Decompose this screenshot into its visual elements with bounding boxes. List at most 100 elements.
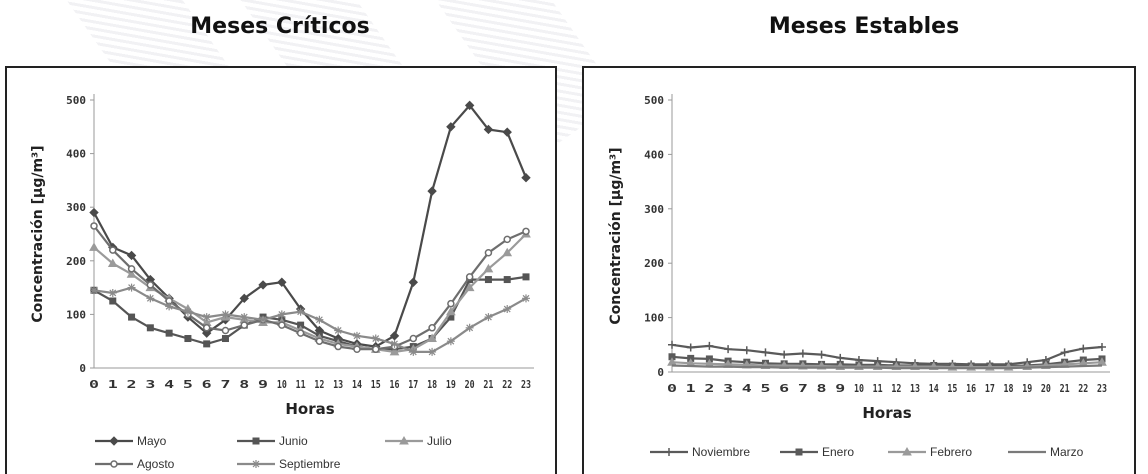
x-tick-label: 6 <box>202 378 213 391</box>
x-tick-label: 2 <box>704 382 714 395</box>
data-point-agosto <box>278 321 286 329</box>
x-tick-label: 18 <box>427 378 437 391</box>
x-tick-label: 1 <box>686 382 697 395</box>
data-point-noviembre <box>761 348 770 357</box>
data-point-noviembre <box>1098 342 1106 351</box>
data-point-noviembre <box>817 350 826 359</box>
data-point-junio <box>221 335 229 343</box>
data-point-junio <box>128 313 136 321</box>
x-tick-label: 16 <box>966 382 976 395</box>
data-point-julio <box>126 269 137 278</box>
x-tick-label: 22 <box>502 378 512 391</box>
legend-marker-junio <box>252 437 260 445</box>
data-point-julio <box>483 263 494 273</box>
data-point-mayo <box>464 100 475 111</box>
data-point-junio <box>503 276 511 284</box>
x-tick-label: 16 <box>390 378 400 391</box>
data-point-julio <box>446 306 456 316</box>
series-line-julio <box>93 233 527 353</box>
data-point-mayo <box>277 277 287 287</box>
data-point-junio <box>203 340 211 348</box>
data-point-agosto <box>109 246 117 254</box>
legend-label-agosto: Agosto <box>137 457 175 471</box>
y-tick-label: 500 <box>644 94 664 107</box>
chart-panel-critical: 0 100 200 300 400 500 0 1 2 3 4 5 6 7 8 9 10 11 12 13 14 15 16… <box>5 66 557 474</box>
legend-label-julio: Julio <box>427 434 452 448</box>
data-point-mayo <box>483 124 494 135</box>
data-point-junio <box>184 335 192 343</box>
data-point-septiembre <box>315 315 324 324</box>
data-point-agosto <box>353 345 361 353</box>
series-line-marzo <box>671 364 1103 370</box>
data-point-noviembre <box>780 350 789 359</box>
x-tick-label: 7 <box>798 382 808 395</box>
data-point-noviembre <box>742 346 751 355</box>
x-tick-label: 21 <box>483 378 493 391</box>
legend-label-marzo: Marzo <box>1050 445 1084 459</box>
x-tick-label: 12 <box>314 378 324 391</box>
data-point-agosto <box>465 273 474 281</box>
data-point-septiembre <box>352 331 361 340</box>
data-point-mayo <box>389 331 400 341</box>
x-tick-label: 4 <box>742 382 753 395</box>
legend-label-junio: Junio <box>279 434 308 448</box>
data-point-mayo <box>201 328 212 338</box>
data-point-septiembre <box>428 347 437 356</box>
x-tick-label: 23 <box>1097 382 1107 395</box>
data-point-julio <box>89 242 99 251</box>
data-point-julio <box>464 282 475 292</box>
x-tick-label: 0 <box>89 378 99 391</box>
x-axis-title: Horas <box>862 404 911 422</box>
x-tick-label: 18 <box>1004 382 1014 395</box>
data-point-mayo <box>239 293 249 304</box>
legend-label-enero: Enero <box>822 445 854 459</box>
legend-label-febrero: Febrero <box>930 445 972 459</box>
legend-marker-enero <box>795 448 803 456</box>
legend-marker-febrero <box>902 446 912 456</box>
x-tick-label: 20 <box>465 378 475 391</box>
data-point-agosto <box>428 324 436 332</box>
data-point-julio <box>389 346 400 356</box>
data-point-mayo <box>258 280 268 290</box>
x-tick-label: 8 <box>817 382 827 395</box>
x-tick-label: 15 <box>947 382 957 395</box>
data-point-septiembre <box>296 307 305 316</box>
legend-label-septiembre: Septiembre <box>279 457 341 471</box>
y-axis-title: Concentración [µg/m³] <box>608 147 624 324</box>
y-tick-label: 0 <box>657 366 664 379</box>
y-tick-label: 0 <box>79 362 86 375</box>
data-point-agosto <box>522 227 530 236</box>
data-point-febrero <box>1097 357 1107 366</box>
x-tick-label: 21 <box>1060 382 1070 395</box>
x-tick-label: 4 <box>164 378 175 391</box>
data-point-agosto <box>503 235 511 244</box>
y-tick-label: 300 <box>66 201 86 214</box>
data-point-agosto <box>221 326 230 335</box>
data-point-noviembre <box>705 341 714 350</box>
x-tick-label: 1 <box>108 378 119 391</box>
data-point-agosto <box>127 265 136 273</box>
data-point-septiembre <box>259 315 268 324</box>
x-tick-label: 23 <box>521 378 531 391</box>
y-tick-label: 200 <box>644 257 664 270</box>
data-point-agosto <box>90 222 98 230</box>
x-tick-label: 19 <box>1022 382 1032 395</box>
data-point-septiembre <box>334 326 343 335</box>
data-point-mayo <box>126 250 137 261</box>
x-tick-label: 0 <box>667 382 677 395</box>
y-axis-title: Concentración [µg/m³] <box>30 145 46 322</box>
x-tick-label: 17 <box>408 378 418 391</box>
chart-panel-stable: 0 100 200 300 400 500 0 1 2 3 4 5 6 7 8 9 10 11 12 13 14 15 16… <box>582 66 1136 474</box>
data-point-septiembre <box>484 313 493 322</box>
data-point-agosto <box>447 299 455 308</box>
data-point-agosto <box>409 334 418 343</box>
data-point-agosto <box>371 345 380 353</box>
y-tick-label: 100 <box>644 312 664 325</box>
data-point-noviembre <box>836 353 845 362</box>
x-tick-label: 13 <box>333 378 343 391</box>
x-tick-label: 10 <box>277 378 287 391</box>
data-point-septiembre <box>221 310 230 319</box>
x-tick-label: 22 <box>1078 382 1088 395</box>
data-point-agosto <box>315 337 324 345</box>
